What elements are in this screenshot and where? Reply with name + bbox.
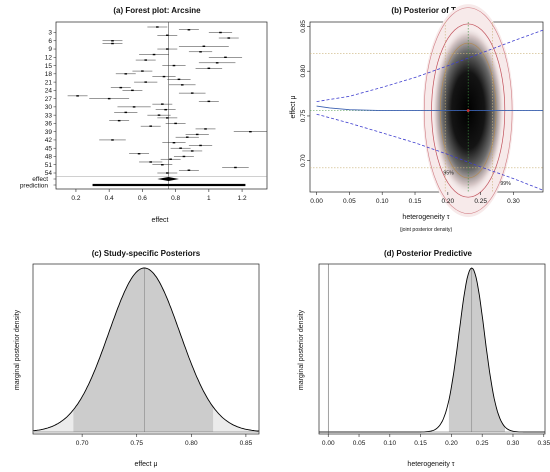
posterior-predictive-x-label: heterogeneity τ (407, 461, 454, 468)
study-label: 33 (45, 112, 53, 119)
effect-label: effect (32, 176, 48, 183)
x-tick-label: 0.6 (138, 195, 147, 202)
upper-ci-line (316, 29, 544, 102)
x-tick-label: 0.75 (130, 440, 143, 447)
study-label: 6 (48, 38, 52, 45)
forest-plot-title: (a) Forest plot: Arcsine (113, 6, 201, 15)
study-label: 15 (45, 63, 53, 70)
x-tick-label: 0.85 (240, 440, 253, 447)
study-posteriors-marks (32, 267, 260, 433)
study-label: 39 (45, 129, 53, 136)
x-tick-label: 0.35 (537, 440, 550, 447)
tau-posterior-marks: 95% 99% (310, 4, 544, 218)
study-posteriors-x-label: effect μ (135, 461, 158, 468)
x-tick-label: 0.25 (476, 440, 489, 447)
tau-posterior-x-label: heterogeneity τ (402, 214, 449, 221)
x-tick-label: 0.15 (414, 440, 427, 447)
effect-diamond (157, 177, 179, 181)
study-label: 12 (45, 55, 53, 62)
study-label: 45 (45, 145, 53, 152)
study-label: 42 (45, 137, 53, 144)
x-tick-label: 0.8 (171, 195, 180, 202)
x-tick-label: 1 (207, 195, 211, 202)
posterior-predictive-frame (318, 263, 546, 435)
x-tick-label: 0.80 (185, 440, 198, 447)
study-label: 3 (48, 30, 52, 37)
x-tick-label: 0.00 (322, 440, 335, 447)
x-tick-label: 0.15 (409, 198, 422, 205)
study-label: 48 (45, 154, 53, 161)
study-label: 27 (45, 96, 53, 103)
y-tick-label: 0.80 (300, 65, 307, 78)
density-curve (319, 267, 545, 433)
study-label: 54 (45, 170, 53, 177)
prediction-label: prediction (20, 182, 49, 189)
x-tick-label: 0.2 (71, 195, 80, 202)
study-label: 21 (45, 79, 53, 86)
x-tick-label: 0.30 (507, 440, 520, 447)
tau-posterior-panel: (b) Posterior of Tau 95% 99% 0.00 0.05 0.10… (290, 4, 544, 233)
tau-posterior-frame (309, 21, 544, 193)
tau-posterior-y-label: effect μ (290, 96, 297, 119)
study-label: 30 (45, 104, 53, 111)
forest-marks (56, 22, 267, 189)
study-label: 9 (48, 46, 52, 53)
credible-interval-area (73, 268, 214, 432)
x-tick-label: 0.20 (445, 440, 458, 447)
tau-posterior-title: (b) Posterior of Tau (391, 6, 464, 15)
contour-label: 99% (500, 181, 511, 187)
x-tick-label: 0.00 (310, 198, 323, 205)
tau-posterior-axes: 0.00 0.05 0.10 0.15 0.20 0.25 0.30 0.70 0.75 0.80… (300, 20, 520, 205)
lower-ci-line (316, 113, 544, 191)
forest-x-axis: 0.2 0.4 0.6 0.8 1 1.2 (71, 189, 247, 202)
study-label: 51 (45, 162, 53, 169)
posterior-predictive-panel: (d) Posterior Predictive 0.00 0.05 0.10 0.1… (298, 249, 550, 468)
x-tick-label: 0.4 (105, 195, 114, 202)
y-tick-label: 0.75 (300, 109, 307, 122)
credible-interval-area (448, 268, 505, 432)
x-tick-label: 0.70 (76, 440, 89, 447)
study-posteriors-title: (c) Study-specific Posteriors (92, 249, 201, 258)
posterior-predictive-title: (d) Posterior Predictive (384, 249, 473, 258)
x-tick-label: 0.25 (474, 198, 487, 205)
forest-plot-frame (55, 21, 268, 190)
contour-label: 95% (443, 170, 454, 176)
forest-x-axis-label: effect (152, 217, 169, 224)
study-posteriors-y-label: marginal posterior density (14, 309, 21, 390)
study-label: 18 (45, 71, 53, 78)
y-tick-label: 0.70 (300, 154, 307, 167)
mode-point (466, 109, 470, 112)
x-tick-label: 0.10 (383, 440, 396, 447)
posterior-predictive-y-label: marginal posterior density (298, 309, 305, 390)
x-tick-label: 0.30 (507, 198, 520, 205)
posterior-predictive-axes: 0.00 0.05 0.10 0.15 0.20 0.25 0.30 0.35 (322, 434, 550, 447)
study-label: 36 (45, 121, 53, 128)
study-posteriors-axes: 0.70 0.75 0.80 0.85 (76, 434, 253, 447)
study-posteriors-frame (32, 263, 260, 435)
posterior-predictive-marks (319, 264, 545, 434)
study-label: 24 (45, 88, 53, 95)
y-tick-label: 0.85 (300, 20, 307, 33)
conditional-mean-line (316, 105, 543, 112)
x-tick-label: 1.2 (238, 195, 247, 202)
x-tick-label: 0.20 (442, 198, 455, 205)
forest-plot-panel: (a) Forest plot: Arcsine 369121518212427… (20, 6, 268, 224)
x-tick-label: 0.10 (376, 198, 389, 205)
prediction-bar (92, 183, 246, 187)
study-posteriors-panel: (c) Study-specific Posteriors 0.70 0.75 0.… (14, 249, 260, 468)
x-tick-label: 0.05 (353, 440, 366, 447)
x-tick-label: 0.05 (343, 198, 356, 205)
density-curve (32, 267, 260, 432)
tau-posterior-x-sublabel: (joint posterior density) (400, 227, 453, 233)
